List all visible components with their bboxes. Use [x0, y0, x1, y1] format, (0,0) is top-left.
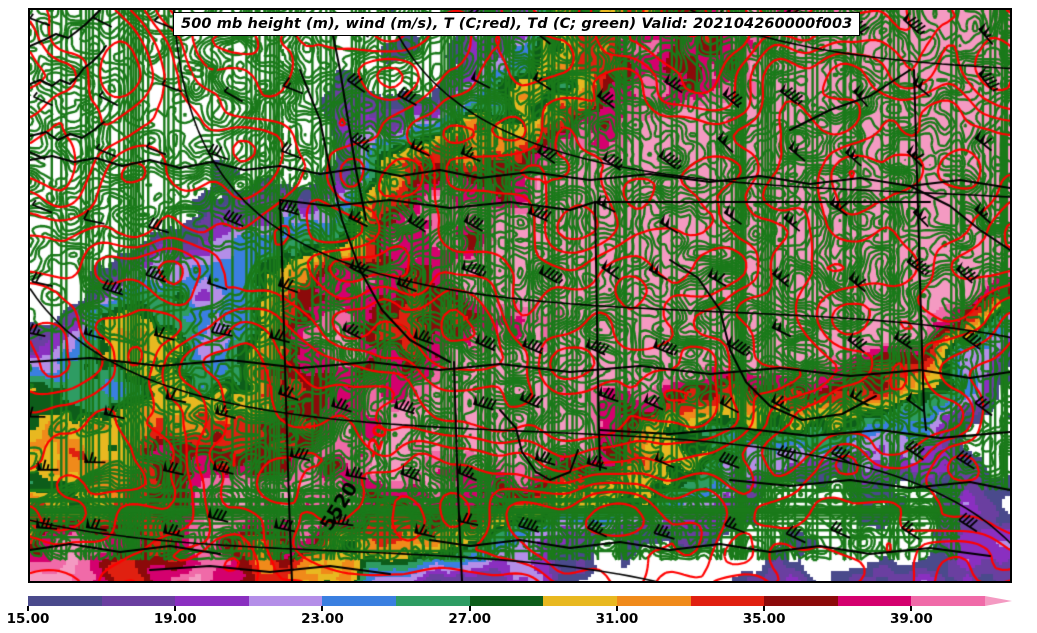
colorbar-segment — [396, 596, 470, 606]
colorbar-segment — [248, 596, 323, 606]
colorbar-segment — [764, 596, 838, 606]
colorbar-tick — [27, 606, 29, 611]
colorbar-segment — [175, 596, 249, 606]
colorbar-tick-label: 19.00 — [153, 611, 197, 627]
weather-map-canvas[interactable] — [30, 10, 1010, 581]
colorbar-tick-label: 31.00 — [595, 611, 639, 627]
colorbar-extend-arrow-icon — [985, 596, 1012, 606]
colorbar-segment — [911, 596, 985, 606]
colorbar-segment — [322, 596, 397, 606]
map-panel[interactable] — [28, 8, 1012, 583]
colorbar-segment — [469, 596, 544, 606]
colorbar-segment — [690, 596, 765, 606]
colorbar-tick-label: 27.00 — [448, 611, 492, 627]
colorbar-tick — [468, 606, 471, 611]
colorbar-tick — [910, 606, 913, 611]
colorbar-segment — [543, 596, 617, 606]
colorbar-tick-label: 39.00 — [890, 611, 933, 627]
colorbar-segment — [837, 596, 912, 606]
colorbar: 15.00 19.00 23.00 27.00 31.00 35.00 39.00 — [0, 590, 1037, 633]
colorbar-segment — [616, 596, 691, 606]
colorbar-tick — [174, 606, 177, 611]
colorbar-tick-label: 23.00 — [301, 611, 344, 627]
colorbar-tick — [321, 606, 324, 611]
chart-title: 500 mb height (m), wind (m/s), T (C;red)… — [181, 16, 853, 32]
colorbar-tick — [615, 606, 618, 611]
colorbar-tick-label: 15.00 — [6, 611, 50, 627]
colorbar-tick-label: 35.00 — [742, 611, 786, 627]
colorbar-tick — [763, 606, 766, 611]
colorbar-segment — [28, 596, 102, 606]
chart-title-box: 500 mb height (m), wind (m/s), T (C;red)… — [173, 12, 861, 36]
colorbar-segment — [101, 596, 176, 606]
colorbar-gradient[interactable] — [28, 596, 985, 606]
